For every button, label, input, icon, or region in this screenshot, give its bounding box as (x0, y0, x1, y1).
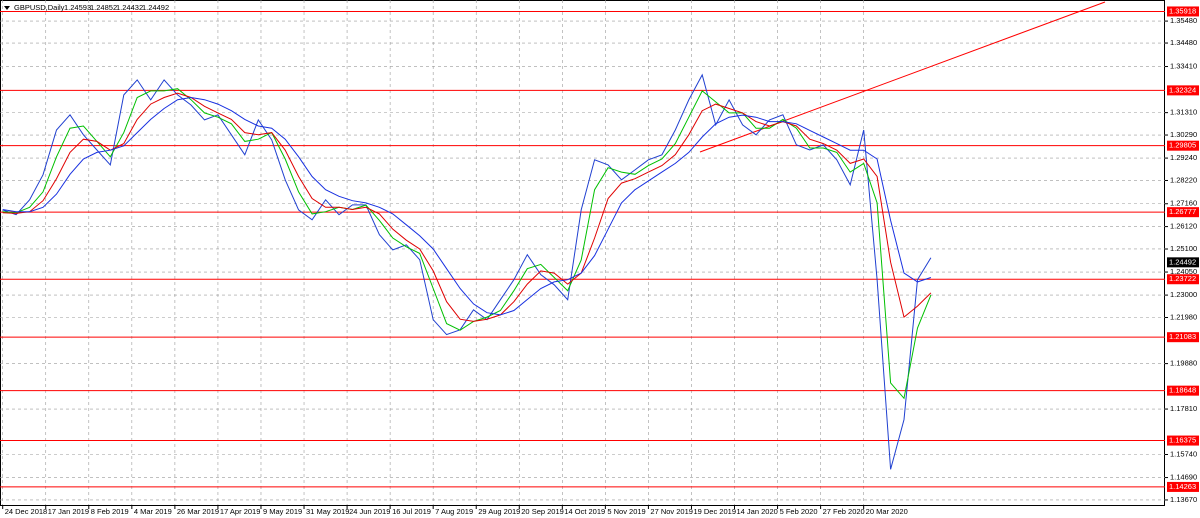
x-tick-label: 26 Mar 2019 (177, 507, 219, 516)
x-tick-label: 20 Sep 2019 (521, 507, 564, 516)
level-tag (1167, 435, 1199, 446)
ohlc-close: 1.24492 (142, 3, 169, 12)
y-tick-label: 1.24050 (1170, 267, 1197, 276)
x-tick-label: 14 Jan 2020 (737, 507, 778, 516)
x-tick-label: 5 Feb 2020 (780, 507, 818, 516)
y-tick-label: 1.19880 (1170, 359, 1197, 368)
y-tick-label: 1.31310 (1170, 108, 1197, 117)
level-label: 1.23722 (1169, 274, 1196, 283)
level-tag (1167, 274, 1199, 285)
x-tick-label: 9 May 2019 (263, 507, 302, 516)
level-label: 1.29805 (1169, 141, 1196, 150)
y-tick-label: 1.35480 (1170, 16, 1197, 25)
ohlc-high: 1.24852 (90, 3, 117, 12)
ohlc-low: 1.24432 (116, 3, 143, 12)
level-label: 1.32324 (1169, 85, 1196, 94)
x-tick-label: 27 Feb 2020 (823, 507, 865, 516)
x-tick-label: 16 Jul 2019 (392, 507, 431, 516)
level-label: 1.18648 (1169, 386, 1196, 395)
y-tick-label: 1.23000 (1170, 290, 1197, 299)
y-tick-label: 1.30290 (1170, 130, 1197, 139)
price-label: 1.24492 (1169, 257, 1196, 266)
price-tag (1167, 257, 1199, 268)
y-tick-label: 1.34480 (1170, 38, 1197, 47)
menu-arrow[interactable] (4, 6, 10, 10)
x-tick-label: 7 Aug 2019 (435, 507, 473, 516)
y-tick-label: 1.29240 (1170, 153, 1197, 162)
x-tick-label: 24 Dec 2018 (5, 507, 48, 516)
y-tick-label: 1.26120 (1170, 222, 1197, 231)
x-tick-label: 20 Mar 2020 (866, 507, 908, 516)
x-tick-label: 19 Dec 2019 (693, 507, 736, 516)
level-tag (1167, 85, 1199, 96)
level-tag (1167, 481, 1199, 492)
level-tag (1167, 385, 1199, 396)
y-tick-label: 1.17810 (1170, 404, 1197, 413)
level-tag (1167, 332, 1199, 343)
level-label: 1.26777 (1169, 207, 1196, 216)
x-tick-label: 5 Nov 2019 (607, 507, 645, 516)
level-tag (1167, 207, 1199, 218)
y-tick-label: 1.28220 (1170, 175, 1197, 184)
levels (0, 10, 1165, 488)
x-tick-label: 29 Aug 2019 (478, 507, 520, 516)
y-tick-label: 1.33410 (1170, 62, 1197, 71)
y-tick-label: 1.15740 (1170, 449, 1197, 458)
level-tag (1167, 6, 1199, 17)
y-tick-label: 1.14690 (1170, 473, 1197, 482)
y-tick-label: 1.25100 (1170, 244, 1197, 253)
level-label: 1.14263 (1169, 482, 1196, 491)
y-tick-label: 1.27160 (1170, 199, 1197, 208)
series-line (2, 92, 932, 322)
chart-title: GBPUSD,Daily (14, 3, 65, 12)
x-tick-label: 24 Jun 2019 (349, 507, 390, 516)
y-tick-label: 1.21980 (1170, 312, 1197, 321)
x-tick-label: 27 Nov 2019 (650, 507, 693, 516)
x-tick-label: 17 Jan 2019 (48, 507, 89, 516)
x-tick-label: 8 Feb 2019 (91, 507, 129, 516)
ohlc-open: 1.24593 (64, 3, 91, 12)
x-tick-label: 14 Oct 2019 (564, 507, 605, 516)
axes: 24 Dec 2018 17 Jan 2019 8 Feb 2019 4 Mar 20… (2, 6, 1199, 516)
x-tick-label: 17 Apr 2019 (220, 507, 260, 516)
level-label: 1.16375 (1169, 436, 1196, 445)
x-tick-label: 31 May 2019 (306, 507, 349, 516)
trend-line (699, 1, 1106, 153)
series-line (2, 96, 932, 316)
level-label: 1.35918 (1169, 6, 1196, 15)
x-tick-label: 4 Mar 2019 (134, 507, 172, 516)
series (2, 73, 932, 470)
level-label: 1.21083 (1169, 332, 1196, 341)
y-tick-label: 1.13670 (1170, 495, 1197, 504)
level-tag (1167, 140, 1199, 151)
